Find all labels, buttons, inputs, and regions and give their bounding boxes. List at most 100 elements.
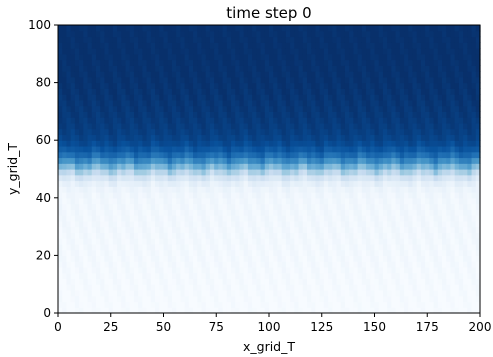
heatmap-cell: [303, 60, 308, 66]
heatmap-cell: [104, 60, 109, 66]
heatmap-cell: [370, 88, 375, 94]
heatmap-cell: [151, 111, 156, 117]
heatmap-cell: [290, 83, 295, 89]
heatmap-cell: [446, 48, 451, 54]
heatmap-cell: [142, 204, 147, 210]
heatmap-cell: [62, 88, 67, 94]
heatmap-cell: [88, 175, 93, 181]
heatmap-cell: [201, 169, 206, 175]
heatmap-cell: [294, 267, 299, 273]
heatmap-cell: [168, 134, 173, 140]
heatmap-cell: [58, 106, 63, 112]
heatmap-cell: [79, 290, 84, 296]
heatmap-cell: [62, 267, 67, 273]
heatmap-cell: [121, 157, 126, 163]
heatmap-cell: [383, 209, 388, 215]
heatmap-cell: [223, 238, 228, 244]
heatmap-cell: [472, 42, 477, 48]
heatmap-cell: [387, 186, 392, 192]
heatmap-cell: [307, 42, 312, 48]
heatmap-cell: [341, 152, 346, 158]
heatmap-cell: [130, 244, 135, 250]
heatmap-cell: [387, 123, 392, 129]
heatmap-cell: [303, 261, 308, 267]
heatmap-cell: [138, 221, 143, 227]
heatmap-cell: [172, 204, 177, 210]
heatmap-cell: [434, 255, 439, 261]
heatmap-cell: [164, 198, 169, 204]
heatmap-cell: [404, 152, 409, 158]
heatmap-cell: [176, 123, 181, 129]
heatmap-cell: [83, 88, 88, 94]
heatmap-cell: [282, 169, 287, 175]
heatmap-cell: [370, 54, 375, 60]
heatmap-cell: [130, 60, 135, 66]
heatmap-cell: [138, 54, 143, 60]
heatmap-cell: [117, 163, 122, 169]
heatmap-cell: [142, 54, 147, 60]
heatmap-cell: [294, 301, 299, 307]
heatmap-cell: [83, 31, 88, 37]
heatmap-cell: [442, 232, 447, 238]
heatmap-cell: [332, 186, 337, 192]
heatmap-cell: [172, 232, 177, 238]
heatmap-cell: [315, 163, 320, 169]
heatmap-cell: [299, 238, 304, 244]
heatmap-cell: [282, 250, 287, 256]
heatmap-cell: [379, 301, 384, 307]
heatmap-cell: [379, 157, 384, 163]
heatmap-cell: [370, 48, 375, 54]
heatmap-cell: [307, 192, 312, 198]
heatmap-cell: [446, 198, 451, 204]
heatmap-cell: [434, 163, 439, 169]
heatmap-cell: [155, 278, 160, 284]
heatmap-cell: [155, 273, 160, 279]
heatmap-cell: [151, 106, 156, 112]
heatmap-cell: [185, 54, 190, 60]
heatmap-cell: [396, 261, 401, 267]
heatmap-cell: [71, 94, 76, 100]
heatmap-cell: [463, 181, 468, 187]
heatmap-cell: [294, 163, 299, 169]
heatmap-cell: [446, 106, 451, 112]
heatmap-cell: [66, 238, 71, 244]
heatmap-cell: [332, 209, 337, 215]
heatmap-cell: [455, 244, 460, 250]
heatmap-cell: [425, 94, 430, 100]
heatmap-cell: [429, 181, 434, 187]
heatmap-cell: [404, 117, 409, 123]
heatmap-cell: [121, 111, 126, 117]
heatmap-cell: [404, 77, 409, 83]
heatmap-cell: [417, 88, 422, 94]
heatmap-cell: [286, 129, 291, 135]
heatmap-cell: [362, 60, 367, 66]
heatmap-cell: [176, 204, 181, 210]
heatmap-cell: [379, 123, 384, 129]
heatmap-cell: [434, 221, 439, 227]
heatmap-cell: [261, 175, 266, 181]
heatmap-cell: [408, 152, 413, 158]
heatmap-cell: [425, 290, 430, 296]
heatmap-cell: [96, 278, 101, 284]
heatmap-cell: [463, 106, 468, 112]
heatmap-cell: [332, 215, 337, 221]
heatmap-cell: [286, 71, 291, 77]
heatmap-cell: [277, 25, 282, 31]
heatmap-cell: [79, 94, 84, 100]
heatmap-cell: [450, 42, 455, 48]
heatmap-cell: [210, 54, 215, 60]
heatmap-cell: [294, 192, 299, 198]
heatmap-cell: [113, 163, 118, 169]
heatmap-cell: [185, 42, 190, 48]
heatmap-cell: [126, 77, 131, 83]
heatmap-cell: [375, 267, 380, 273]
heatmap-cell: [337, 255, 342, 261]
heatmap-cell: [75, 169, 80, 175]
heatmap-cell: [370, 123, 375, 129]
heatmap-cell: [185, 296, 190, 302]
heatmap-cell: [176, 152, 181, 158]
heatmap-cell: [117, 227, 122, 233]
heatmap-cell: [172, 123, 177, 129]
heatmap-cell: [396, 192, 401, 198]
heatmap-cell: [206, 221, 211, 227]
